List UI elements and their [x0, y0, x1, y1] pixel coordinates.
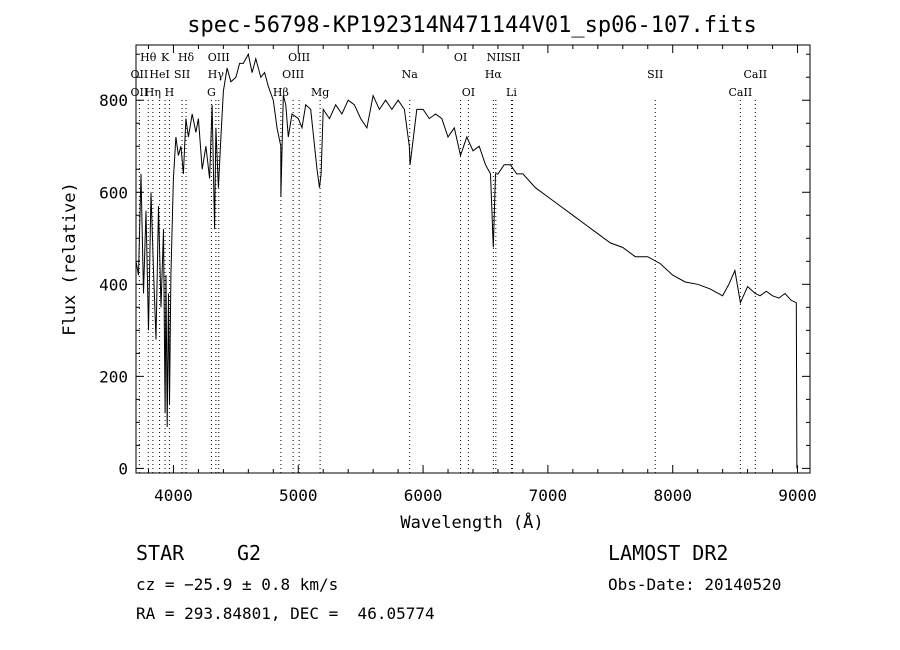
reference-lines — [138, 100, 756, 473]
object-class: STAR — [136, 541, 185, 565]
spectral-line-label: OII — [131, 86, 149, 99]
x-tick-label: 4000 — [154, 486, 193, 505]
plot-frame — [135, 44, 811, 474]
spectral-line-label: H — [165, 86, 175, 99]
spectral-line-label: CaII — [743, 68, 767, 81]
spectral-line-label: HeI — [149, 68, 169, 81]
x-tick-label: 7000 — [529, 486, 568, 505]
y-tick-label: 800 — [99, 91, 128, 110]
spectral-line-label: K — [161, 51, 170, 64]
spectral-line-label: OI — [454, 51, 467, 64]
redshift-cz: cz = −25.9 ± 0.8 km/s — [136, 575, 339, 594]
y-axis-label: Flux (relative) — [60, 182, 80, 336]
spectrum-line — [135, 52, 798, 469]
ra-dec: RA = 293.84801, DEC = 46.05774 — [136, 604, 435, 623]
spectral-line-label: Hβ — [273, 86, 289, 99]
spectral-line-label: Hδ — [178, 51, 195, 64]
spectral-line-label: Li — [506, 86, 517, 99]
object-subclass: G2 — [237, 541, 262, 565]
spectral-line-label: NII — [487, 51, 505, 64]
spectral-line-label: SII — [504, 51, 520, 64]
spectral-line-label: Hγ — [208, 68, 225, 81]
spectral-line-label: Na — [402, 68, 419, 81]
x-axis-label: Wavelength (Å) — [400, 511, 543, 533]
spectral-line-label: OIII — [288, 51, 310, 64]
y-tick-label: 600 — [99, 183, 128, 202]
spectral-line-label: OIII — [208, 51, 230, 64]
spectral-line-label: SII — [647, 68, 663, 81]
x-tick-label: 6000 — [404, 486, 443, 505]
chart-title: spec-56798-KP192314N471144V01_sp06-107.f… — [187, 13, 757, 38]
axis-ticks: 4000 5000 6000 7000 8000 9000 0 200 400 600 800 — [99, 45, 817, 505]
spectral-line-label: Hα — [485, 68, 503, 81]
spectral-line-label: OI — [462, 86, 475, 99]
spectral-line-label: OII — [131, 68, 149, 81]
spectral-line-label: CaII — [729, 86, 753, 99]
spectral-line-label: Hη — [145, 86, 161, 99]
spectral-line-label: Mg — [311, 86, 329, 99]
x-tick-label: 5000 — [279, 486, 318, 505]
y-tick-label: 200 — [99, 367, 128, 386]
y-tick-label: 0 — [118, 459, 128, 478]
x-tick-label: 9000 — [778, 486, 817, 505]
spectral-line-label: G — [207, 86, 216, 99]
observation-date: Obs-Date: 20140520 — [608, 575, 782, 594]
y-tick-label: 400 — [99, 275, 128, 294]
survey-name: LAMOST DR2 — [608, 541, 729, 565]
spectral-line-label: OIII — [282, 68, 304, 81]
spectral-line-label: Hθ — [140, 51, 157, 64]
x-tick-label: 8000 — [653, 486, 692, 505]
spectral-line-label: SII — [174, 68, 190, 81]
